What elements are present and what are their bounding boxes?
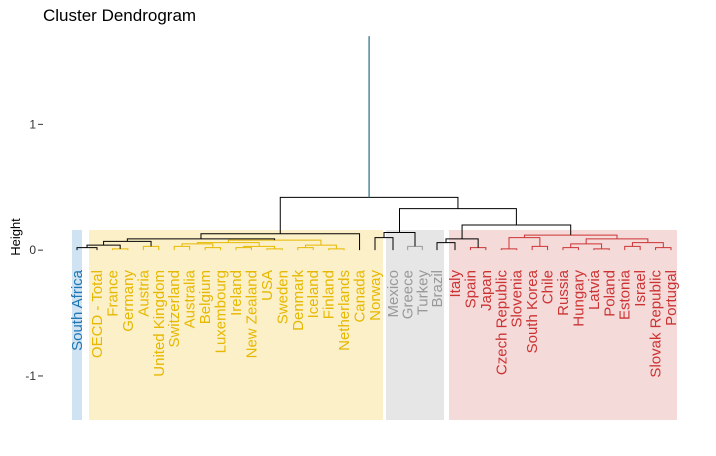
leaf-label-35: Poland: [601, 270, 618, 317]
merge-link-34: [585, 238, 649, 244]
leaf-label-37: Israel: [632, 270, 649, 307]
y-tick-label-2: 1: [29, 117, 36, 131]
leaf-label-14: Sweden: [274, 270, 291, 324]
y-axis: -1 0 1: [25, 117, 43, 383]
leaf-label-33: Hungary: [570, 270, 587, 327]
leaf-label-9: Belgium: [197, 270, 214, 324]
merge-link-33: [631, 242, 664, 248]
cluster-band-2: [89, 230, 383, 420]
y-tick-label-1: 0: [29, 243, 36, 257]
leaf-label-2: OECD - Total: [89, 270, 106, 358]
cluster-band-1: [72, 230, 82, 420]
merge-link-37: [399, 208, 517, 233]
leaf-label-16: Iceland: [305, 270, 322, 318]
leaf-label-4: Germany: [120, 270, 137, 332]
leaf-label-6: United Kingdom: [151, 270, 168, 377]
leaf-label-27: Japan: [478, 270, 495, 311]
leaf-label-22: Greece: [400, 270, 417, 319]
merge-link-38: [279, 196, 459, 234]
leaf-label-13: USA: [259, 270, 276, 301]
merge-link-8: [181, 243, 214, 248]
leaf-label-39: Portugal: [663, 270, 680, 326]
leaf-label-10: Luxembourg: [213, 270, 230, 353]
leaf-labels: South Africa OECD - TotalFranceGermanyAus…: [69, 269, 680, 377]
leaf-label-12: New Zealand: [243, 270, 260, 358]
merge-link-5: [103, 240, 152, 247]
leaf-label-18: Netherlands: [336, 270, 353, 351]
leaf-label-32: Russia: [555, 269, 572, 316]
leaf-label-30: South Korea: [524, 269, 541, 353]
leaf-label-11: Ireland: [228, 270, 245, 316]
merge-link-22: [436, 242, 456, 251]
merge-link-12: [196, 242, 260, 247]
leaf-label-26: Spain: [462, 270, 479, 308]
leaf-label-5: Austria: [135, 269, 152, 316]
leaf-label-21: Mexico: [385, 270, 402, 318]
cluster-band-3: [386, 230, 444, 420]
leaf-label-24: Brazil: [429, 270, 446, 308]
leaf-label-25: Italy: [447, 270, 464, 298]
leaf-label-19: Canada: [352, 269, 369, 322]
cluster-bands: [72, 230, 677, 420]
leaf-label-23: Turkey: [414, 270, 431, 316]
leaf-label-20: Norway: [367, 270, 384, 321]
leaf-label-29: Slovenia: [509, 269, 526, 327]
merge-link-30: [570, 243, 603, 249]
merge-link-16: [227, 239, 322, 246]
leaf-label-34: Latvia: [586, 269, 603, 310]
leaf-label-38: Slovak Republic: [648, 270, 665, 378]
cluster-band-4: [449, 230, 677, 420]
dendrogram-links: [76, 36, 672, 251]
merge-link-24: [445, 238, 479, 248]
merge-link-35: [523, 234, 618, 239]
merge-link-27: [508, 237, 541, 249]
leaf-label-8: Australia: [182, 269, 199, 328]
leaf-label-7: Switzerland: [166, 270, 183, 348]
leaf-label-17: Finland: [321, 270, 338, 319]
leaf-label-3: France: [104, 270, 121, 317]
y-axis-label: Height: [8, 218, 23, 256]
leaf-label-36: Estonia: [617, 269, 634, 320]
merge-link-17: [126, 238, 276, 242]
leaf-label-1: South Africa: [69, 269, 86, 351]
leaf-label-15: Denmark: [290, 270, 307, 331]
leaf-label-28: Czech Republic: [493, 270, 510, 376]
leaf-label-31: Chile: [540, 270, 557, 304]
y-tick-label-0: -1: [25, 369, 36, 383]
chart-title: Cluster Dendrogram: [43, 6, 196, 25]
merge-link-19: [374, 237, 394, 251]
